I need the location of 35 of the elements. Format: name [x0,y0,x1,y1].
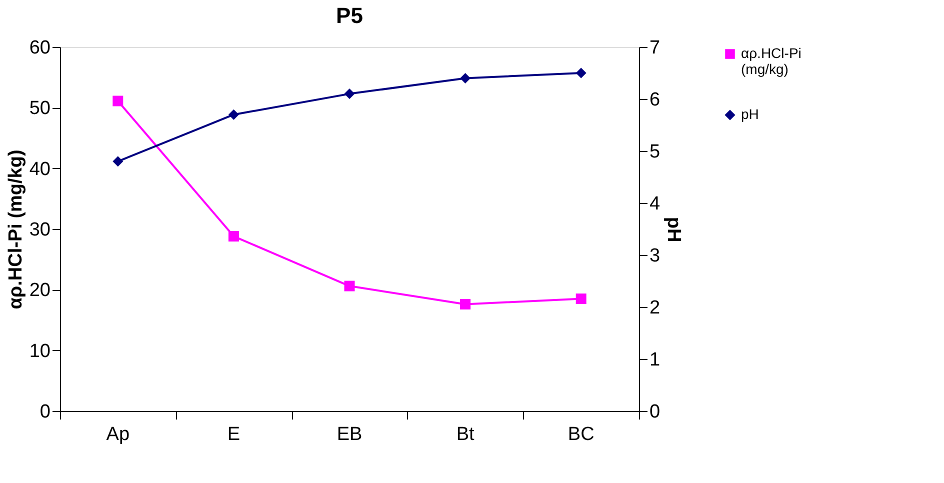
y-tick-label: 40 [29,158,50,180]
point [344,280,355,292]
y2-tick-label: 6 [650,90,660,110]
point [576,294,586,304]
y-tick-label: 60 [29,38,50,58]
point [460,72,471,84]
y2-tick-label: 2 [650,298,660,318]
chart-title: P5 [336,3,363,28]
y-tick-label: 0 [40,402,50,422]
x-tick-label: Bt [456,424,475,445]
x-tick-label: EB [336,424,362,445]
y2-tick-label: 5 [650,142,660,162]
point [460,298,471,310]
y-tick-label: 30 [29,220,50,240]
y-tick-label: 20 [29,280,50,302]
point [112,96,124,106]
point [112,156,124,167]
point [228,109,239,120]
y2-tick-label: 4 [650,194,660,214]
legend-label: pH [741,106,759,122]
y-tick-label: 10 [29,340,50,362]
y2-tick-label: 0 [650,402,660,422]
legend-label: αρ.HCl-Pi (mg/kg) [741,45,802,77]
y2-tick-label: 7 [650,38,660,58]
point [576,68,586,78]
x-tick-label: E [227,424,240,445]
y-tick-label: 50 [29,98,50,120]
y2-tick-label: 1 [650,350,660,370]
y2-axis-title: pH [663,216,684,242]
x-tick-label: Ap [106,424,130,445]
point [228,231,239,242]
y-axis-title: αρ.HCl-Pi (mg/kg) [5,150,26,310]
point [344,88,355,100]
x-tick-label: BC [568,424,594,445]
y2-tick-label: 3 [650,246,660,266]
